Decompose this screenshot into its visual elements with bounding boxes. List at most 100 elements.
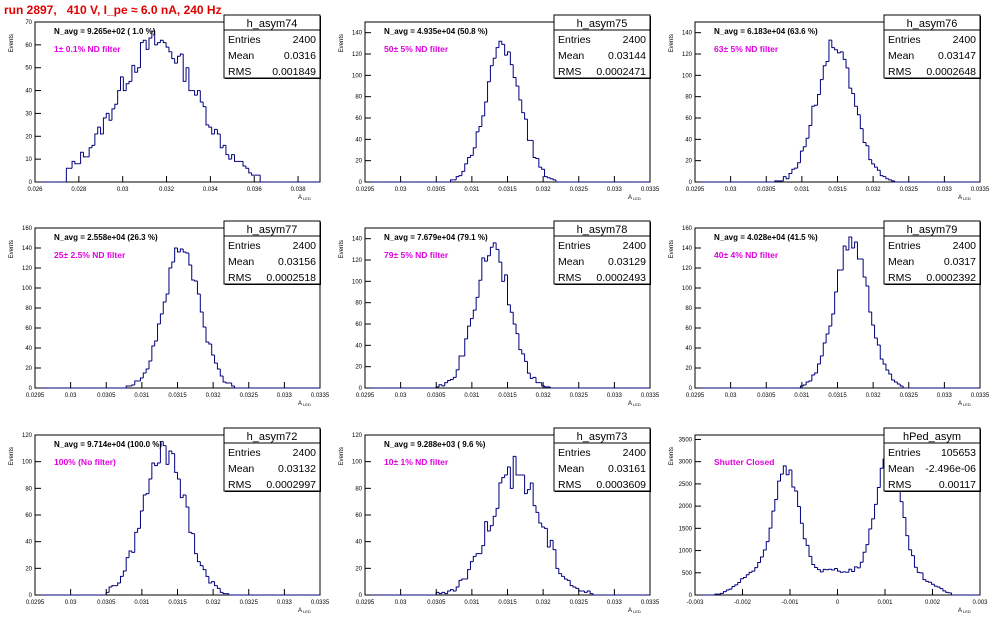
stats-rms-label: RMS [558, 272, 581, 284]
histogram-bin [191, 265, 195, 281]
histogram-bin [455, 176, 460, 180]
histogram-bin [168, 267, 172, 294]
x-tick-label: 0.0305 [757, 187, 776, 193]
x-tick-label: -0.003 [686, 600, 704, 606]
y-tick-label: 160 [682, 226, 693, 232]
y-tick-label: 0 [29, 386, 33, 392]
y-tick-label: 60 [685, 326, 692, 332]
histogram-bin [785, 176, 790, 180]
x-tick-label: 0.001 [877, 600, 893, 606]
histogram-bin [805, 538, 809, 546]
histogram-bin [484, 101, 488, 116]
histogram-bin [564, 576, 568, 580]
histogram-bin [797, 162, 801, 169]
stats-box [553, 427, 651, 492]
histogram-bin [478, 126, 482, 132]
histogram-bin [879, 467, 884, 488]
histogram-bin [868, 528, 872, 545]
histogram-bin [105, 112, 110, 118]
histogram-bin [939, 587, 943, 590]
histogram-bin [885, 364, 889, 371]
y-tick-label: 20 [685, 159, 692, 165]
stats-entries-label: Entries [888, 240, 921, 252]
histogram-bin [507, 274, 511, 306]
histogram-bin [208, 124, 212, 128]
x-tick-label: 0.0305 [427, 600, 446, 606]
histogram-name: h_asym79 [907, 224, 958, 236]
histogram-name: h_asym77 [247, 224, 298, 236]
y-tick-label: 100 [352, 279, 363, 285]
histogram-bin [788, 469, 792, 475]
stats-entries-label: Entries [888, 34, 921, 46]
histogram-bin [805, 381, 809, 385]
y-tick-label: 120 [682, 266, 693, 272]
y-tick-label: 0 [29, 180, 33, 186]
y-tick-label: 40 [25, 346, 32, 352]
histogram-name: h_asym73 [577, 431, 628, 443]
y-axis-title: Events [339, 34, 345, 52]
x-tick-label: 0.03 [117, 187, 129, 193]
histogram-bin [145, 368, 149, 373]
histogram-bin [933, 584, 938, 587]
histogram-bin [137, 527, 141, 533]
histogram-bins [365, 455, 650, 596]
histogram-bin [538, 512, 542, 524]
histogram-bin [762, 549, 767, 558]
histogram-bin [788, 172, 792, 179]
y-tick-label: 100 [352, 460, 363, 466]
stats-rms-value: 0.00117 [939, 479, 976, 491]
histogram-bin [202, 102, 206, 108]
histogram-bin [458, 355, 462, 370]
histogram-bin [71, 160, 75, 169]
histogram-bin [552, 178, 556, 181]
histogram-bin [259, 175, 263, 183]
histogram-bin [131, 384, 135, 386]
histogram-bin [723, 591, 727, 594]
histogram-bin [134, 531, 138, 553]
x-tick-label: 0.0325 [570, 187, 589, 193]
histogram-bin [524, 112, 528, 120]
x-tick-label: -0.002 [734, 600, 752, 606]
histogram-bin [179, 248, 184, 252]
histogram-bin [501, 41, 505, 45]
histogram-bin [157, 42, 161, 45]
histogram-bin [754, 567, 758, 572]
histogram-bin [481, 257, 485, 281]
histogram-bin [948, 592, 952, 594]
histogram-bin [799, 506, 804, 524]
y-tick-label: 80 [355, 486, 362, 492]
histogram-bin [512, 455, 517, 489]
histogram-bin [529, 482, 534, 490]
x-tick-label: 0.003 [972, 600, 988, 606]
histogram-bin [509, 304, 514, 313]
y-tick-label: 2500 [679, 482, 693, 488]
histogram-bin [177, 472, 181, 480]
histogram-bin [902, 386, 906, 389]
stats-entries-label: Entries [558, 240, 591, 252]
y-axis-title: Events [9, 34, 15, 52]
y-tick-label: 1500 [679, 526, 693, 532]
histogram-bin [498, 249, 502, 263]
histogram-bin [819, 79, 824, 95]
histogram-bin [871, 312, 875, 326]
histogram-bin [751, 570, 755, 573]
histogram-bin [168, 450, 172, 465]
histogram-bin [791, 168, 795, 174]
stats-mean-value: 0.03129 [608, 256, 646, 268]
histogram-bin [504, 474, 508, 478]
histogram-bin [444, 592, 448, 595]
histogram-bin [185, 67, 189, 82]
histogram-bin [768, 527, 772, 542]
x-tick-label: 0.0315 [498, 600, 517, 606]
x-tick-label: 0.0295 [356, 187, 375, 193]
histogram-bin [455, 369, 460, 378]
x-tick-label: 0.0315 [498, 187, 517, 193]
histogram-bin [572, 585, 576, 588]
histogram-bin [507, 466, 511, 475]
histogram-bin [489, 525, 494, 531]
histogram-bin [874, 503, 878, 519]
histogram-bin [874, 325, 878, 339]
histogram-bin [532, 483, 536, 507]
navg-label: N_avg = 9.265e+02 ( 1.0 %) [54, 27, 156, 36]
stats-mean-value: 0.0316 [284, 50, 316, 62]
